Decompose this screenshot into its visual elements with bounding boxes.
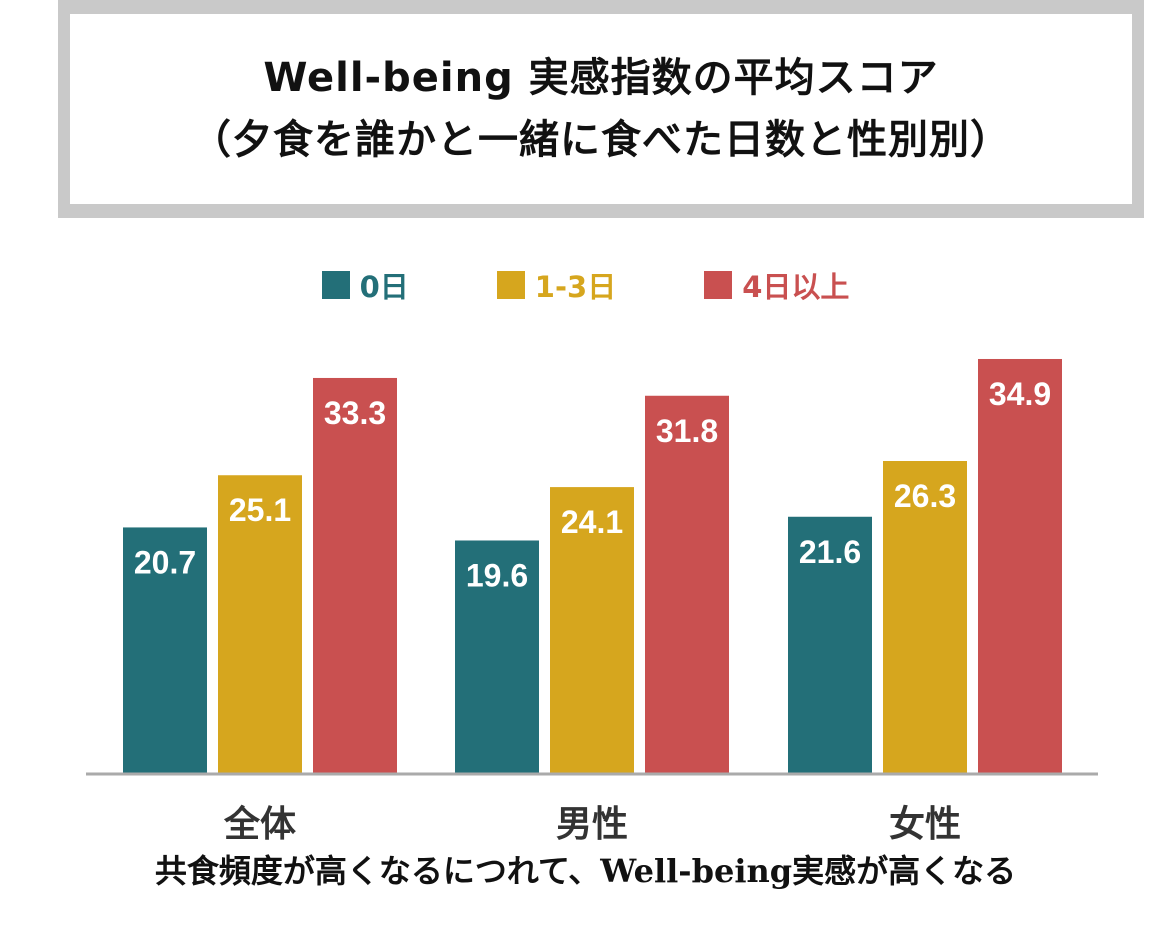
bar-value-label: 34.9: [989, 376, 1051, 412]
bar-1-1: [550, 487, 634, 773]
legend-item-0: 0日: [321, 264, 409, 306]
bar-value-label: 26.3: [894, 478, 956, 514]
title-inner: Well-being 実感指数の平均スコア （夕食を誰かと一緒に食べた日数と性別…: [70, 14, 1132, 204]
title-box: Well-being 実感指数の平均スコア （夕食を誰かと一緒に食べた日数と性別…: [58, 0, 1144, 218]
bar-2-2: [978, 358, 1062, 773]
chart-subtitle: （夕食を誰かと一緒に食べた日数と性別別）: [191, 117, 1011, 163]
bar-2-1: [883, 461, 967, 773]
category-label: 男性: [556, 804, 628, 845]
bar-value-label: 19.6: [466, 557, 528, 593]
bar-value-label: 25.1: [229, 492, 291, 528]
chart-caption: 共食頻度が高くなるにつれて、Well-being実感が高くなる: [154, 852, 1017, 890]
legend-swatch: [321, 271, 350, 299]
legend: 0日 1-3日 4日以上: [0, 264, 1171, 306]
bar-value-label: 24.1: [561, 504, 623, 540]
bar-1-0: [455, 540, 539, 773]
bar-value-label: 31.8: [656, 413, 718, 449]
category-label: 全体: [223, 803, 296, 845]
legend-item-1: 1-3日: [496, 264, 617, 306]
legend-label: 4日以上: [742, 270, 850, 304]
legend-swatch: [704, 271, 733, 299]
bar-value-label: 20.7: [134, 544, 196, 580]
chart-title: Well-being 実感指数の平均スコア: [263, 55, 939, 101]
bar-value-label: 33.3: [324, 395, 386, 431]
bar-1-2: [645, 395, 729, 773]
bar-value-label: 21.6: [799, 534, 861, 570]
legend-item-2: 4日以上: [704, 264, 849, 306]
bar-0-2: [313, 377, 397, 773]
bar-0-0: [123, 527, 207, 773]
category-label: 女性: [889, 804, 961, 845]
legend-label: 1-3日: [534, 270, 617, 304]
legend-label: 0日: [359, 270, 409, 304]
bar-2-0: [788, 516, 872, 773]
legend-swatch: [496, 271, 525, 299]
bar-0-1: [218, 475, 302, 773]
